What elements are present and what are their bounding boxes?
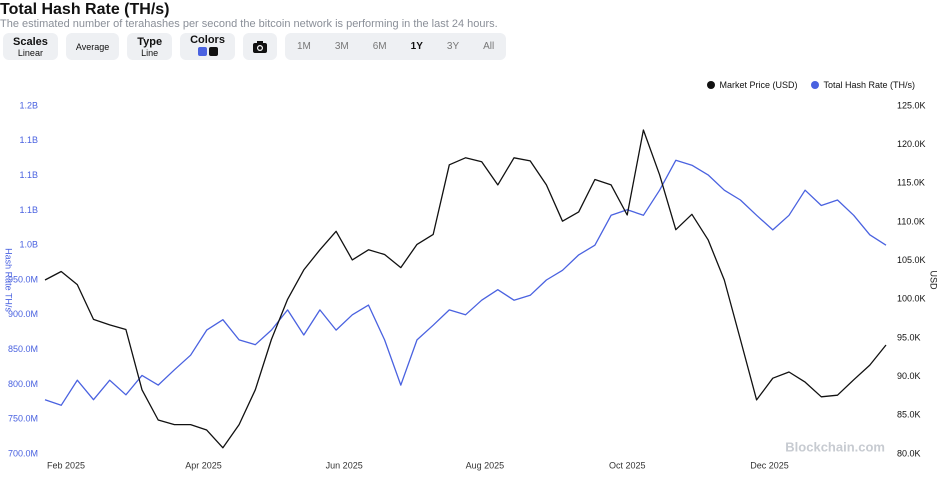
- y-tick-label: 1.0B: [19, 240, 38, 250]
- y2-tick-label: 95.0K: [897, 332, 921, 342]
- color-swatch: [197, 47, 207, 56]
- legend-dot: [811, 81, 820, 89]
- y2-tick-label: 110.0K: [897, 216, 925, 226]
- y2-tick-label: 80.0K: [897, 448, 921, 458]
- value: Linear: [17, 47, 43, 58]
- y2-tick-label: 115.0K: [897, 178, 925, 188]
- y2-tick-label: 90.0K: [897, 371, 921, 381]
- legend: Market Price (USD) Total Hash Rate (TH/s): [707, 80, 915, 90]
- x-tick-label: Aug 2025: [466, 460, 505, 470]
- label: Colors: [190, 34, 225, 46]
- label: Type: [137, 35, 163, 48]
- range-button[interactable]: 1Y: [410, 41, 423, 52]
- y-tick-label: 850.0M: [8, 344, 38, 354]
- y2-tick-label: 120.0K: [897, 139, 926, 149]
- range-button[interactable]: 3Y: [446, 41, 460, 52]
- legend-dot: [707, 81, 716, 89]
- series-line: [44, 129, 887, 449]
- y-tick-label: 950.0M: [8, 274, 38, 284]
- y-tick-label: 1.1B: [19, 135, 38, 145]
- label: Average: [75, 41, 110, 52]
- x-tick-label: Apr 2025: [185, 460, 222, 470]
- watermark: Blockchain.com: [785, 439, 885, 454]
- y2-tick-label: 105.0K: [897, 255, 926, 265]
- legend-label: Market Price (USD): [719, 80, 798, 90]
- y2-tick-label: 85.0K: [897, 410, 921, 420]
- y-tick-label: 700.0M: [8, 448, 38, 458]
- x-tick-label: Oct 2025: [609, 460, 646, 470]
- y-tick-label: 1.1B: [19, 205, 38, 215]
- scales-button[interactable]: Scales Linear: [3, 33, 58, 60]
- range-button[interactable]: 3M: [334, 41, 349, 52]
- title: Total Hash Rate (TH/s): [0, 1, 170, 18]
- legend-label: Total Hash Rate (TH/s): [823, 80, 915, 90]
- series-line: [44, 159, 887, 406]
- x-tick-label: Feb 2025: [47, 460, 85, 470]
- controls: Scales Linear Average Type Line Colors 1M 3…: [3, 33, 507, 60]
- legend-item[interactable]: Market Price (USD): [707, 80, 797, 90]
- y-tick-label: 800.0M: [8, 379, 38, 389]
- type-button[interactable]: Type Line: [127, 33, 173, 60]
- value: Line: [141, 47, 159, 58]
- y-tick-label: 1.1B: [19, 170, 38, 180]
- range-selector: 1M 3M 6M 1Y 3Y All: [284, 33, 507, 60]
- y-tick-label: 750.0M: [8, 414, 38, 424]
- y-tick-label: 900.0M: [8, 309, 38, 319]
- range-button[interactable]: 1M: [296, 41, 311, 52]
- color-swatch: [208, 47, 218, 56]
- camera-button[interactable]: [242, 33, 277, 60]
- y-axis-title: Hash Rate TH/s: [4, 248, 14, 312]
- subtitle: The estimated number of terahashes per s…: [0, 18, 498, 30]
- y-tick-label: 1.2B: [19, 100, 38, 110]
- colors-button[interactable]: Colors: [180, 33, 235, 60]
- swatches: [197, 46, 219, 59]
- camera-icon: [252, 40, 267, 53]
- y2-tick-label: 100.0K: [897, 294, 926, 304]
- label: Scales: [13, 35, 48, 48]
- x-tick-label: Dec 2025: [750, 460, 789, 470]
- range-button[interactable]: All: [483, 41, 495, 52]
- x-tick-label: Jun 2025: [326, 460, 363, 470]
- y2-axis-title: USD: [929, 270, 939, 290]
- legend-item[interactable]: Total Hash Rate (TH/s): [811, 80, 915, 90]
- y2-tick-label: 125.0K: [897, 100, 926, 110]
- average-button[interactable]: Average: [65, 33, 120, 60]
- range-button[interactable]: 6M: [372, 41, 387, 52]
